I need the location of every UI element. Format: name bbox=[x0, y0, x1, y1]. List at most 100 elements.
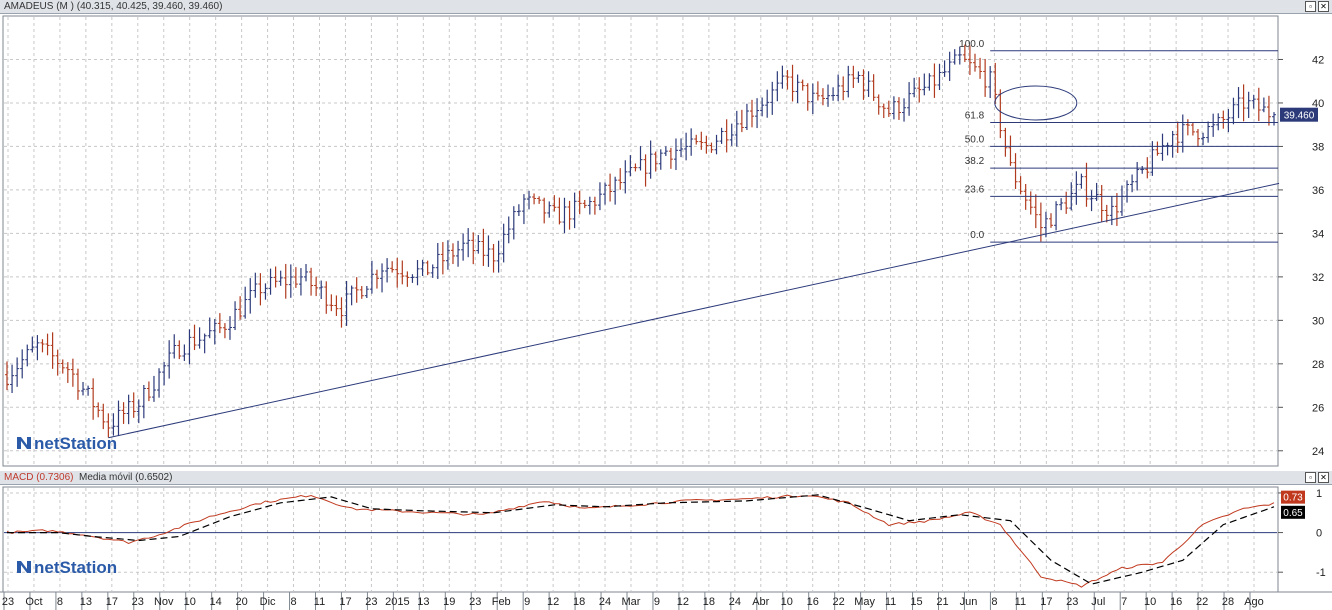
ohlc-bar bbox=[871, 74, 876, 101]
ohlc-bar bbox=[516, 204, 521, 217]
macd-plot-frame bbox=[2, 486, 1279, 593]
x-tick-label: 9 bbox=[524, 596, 530, 608]
ohlc-bar bbox=[810, 83, 815, 115]
ohlc-bar bbox=[1043, 211, 1048, 238]
ohlc-bar bbox=[1130, 174, 1135, 193]
ohlc-bar bbox=[866, 71, 871, 97]
fib-level-label: 61.8 bbox=[965, 111, 985, 122]
ohlc-bar bbox=[227, 316, 232, 340]
ohlc-bar bbox=[684, 132, 689, 161]
ohlc-bar bbox=[25, 344, 30, 367]
ohlc-bar bbox=[851, 65, 856, 88]
minimize-pane-button[interactable]: ▫ bbox=[1305, 1, 1316, 12]
ohlc-bar bbox=[1109, 196, 1114, 226]
ohlc-bar bbox=[390, 261, 395, 273]
x-tick-label: 20 bbox=[236, 596, 248, 608]
ohlc-bar bbox=[70, 358, 75, 387]
x-tick-label: 17 bbox=[106, 596, 118, 608]
ohlc-bar bbox=[1251, 94, 1256, 109]
ohlc-bar bbox=[836, 74, 841, 102]
macd-ytick-label: -1 bbox=[1316, 567, 1326, 579]
ohlc-bar bbox=[339, 297, 344, 328]
ohlc-bar bbox=[248, 278, 253, 314]
price-bars bbox=[5, 44, 1276, 438]
ohlc-bar bbox=[1054, 201, 1059, 231]
ohlc-bar bbox=[217, 313, 222, 334]
x-tick-label: 18 bbox=[703, 596, 715, 608]
ohlc-bar bbox=[20, 349, 25, 379]
ohlc-bar bbox=[947, 51, 952, 81]
x-tick-label: 8 bbox=[991, 596, 997, 608]
x-tick-label: 23 bbox=[132, 596, 144, 608]
ohlc-bar bbox=[1195, 129, 1200, 148]
macd-grid bbox=[2, 486, 1279, 593]
x-tick-label: 23 bbox=[1066, 596, 1078, 608]
x-axis-band bbox=[0, 592, 1332, 610]
ohlc-bar bbox=[273, 266, 278, 288]
ohlc-bar bbox=[258, 273, 263, 306]
macd-pane: MACD (0.7306) Media móvil (0.6502) ▫ ✕ bbox=[0, 471, 1332, 610]
ohlc-bar bbox=[466, 228, 471, 258]
last-price-tag-text: 39.460 bbox=[1284, 111, 1315, 122]
ohlc-bar bbox=[846, 65, 851, 98]
x-tick-label: 22 bbox=[833, 596, 845, 608]
last-price-tag bbox=[1280, 107, 1318, 122]
ohlc-bar bbox=[319, 280, 324, 300]
close-pane-button[interactable]: ✕ bbox=[1318, 1, 1329, 12]
macd-label: MACD (0.7306) bbox=[4, 472, 74, 483]
ohlc-bar bbox=[15, 357, 20, 387]
ohlc-bar bbox=[101, 403, 106, 430]
ohlc-bar bbox=[760, 97, 765, 117]
ohlc-bar bbox=[907, 82, 912, 116]
x-tick-label: 17 bbox=[1040, 596, 1052, 608]
ohlc-bar bbox=[116, 400, 121, 437]
ohlc-bar bbox=[795, 74, 800, 104]
ohlc-bar bbox=[380, 263, 385, 293]
minimize-macd-button[interactable]: ▫ bbox=[1305, 472, 1316, 483]
price-ytick-label: 42 bbox=[1312, 54, 1324, 66]
ohlc-bar bbox=[744, 103, 749, 131]
ohlc-bar bbox=[314, 276, 319, 297]
x-tick-label: 15 bbox=[910, 596, 922, 608]
ohlc-bar bbox=[60, 359, 65, 374]
ohlc-bar bbox=[304, 264, 309, 282]
ohlc-bar bbox=[1241, 84, 1246, 122]
x-tick-label: Jul bbox=[1091, 596, 1105, 608]
ohlc-bar bbox=[1008, 135, 1013, 166]
ohlc-bar bbox=[765, 89, 770, 118]
ohlc-bar bbox=[1190, 122, 1195, 136]
ohlc-bar bbox=[481, 228, 486, 266]
x-tick-label: 8 bbox=[57, 596, 63, 608]
x-tick-label: 18 bbox=[573, 596, 585, 608]
ohlc-bar bbox=[623, 160, 628, 194]
ohlc-bar bbox=[1104, 204, 1109, 223]
ohlc-bar bbox=[820, 88, 825, 106]
ohlc-bar bbox=[1175, 121, 1180, 154]
ohlc-bar bbox=[770, 81, 775, 115]
x-tick-label: Ago bbox=[1244, 596, 1264, 608]
ohlc-bar bbox=[86, 385, 91, 396]
ohlc-bar bbox=[151, 375, 156, 402]
ohlc-bar bbox=[1018, 176, 1023, 195]
ohlc-bar bbox=[461, 233, 466, 261]
price-pane-title: AMADEUS (M ) (40.315, 40.425, 39.460, 39… bbox=[4, 1, 223, 12]
ohlc-bar bbox=[65, 362, 70, 383]
x-tick-label: 12 bbox=[677, 596, 689, 608]
ohlc-bar bbox=[734, 110, 739, 147]
ohlc-bar bbox=[369, 260, 374, 294]
x-tick-label: 23 bbox=[365, 596, 377, 608]
fib-level-label: 23.6 bbox=[965, 184, 985, 195]
ohlc-bar bbox=[238, 296, 243, 320]
close-macd-button[interactable]: ✕ bbox=[1318, 472, 1329, 483]
ohlc-bar bbox=[55, 349, 60, 376]
netstation-logo-text: netStation bbox=[34, 434, 117, 453]
ohlc-bar bbox=[1094, 182, 1099, 201]
ohlc-bar bbox=[263, 283, 268, 300]
price-ytick-label: 40 bbox=[1312, 98, 1324, 110]
price-ytick-label: 24 bbox=[1312, 446, 1324, 458]
ohlc-bar bbox=[552, 195, 557, 212]
ohlc-bar bbox=[567, 200, 572, 230]
ohlc-bar bbox=[648, 140, 653, 179]
ohlc-bar bbox=[942, 60, 947, 77]
ohlc-bar bbox=[917, 77, 922, 103]
